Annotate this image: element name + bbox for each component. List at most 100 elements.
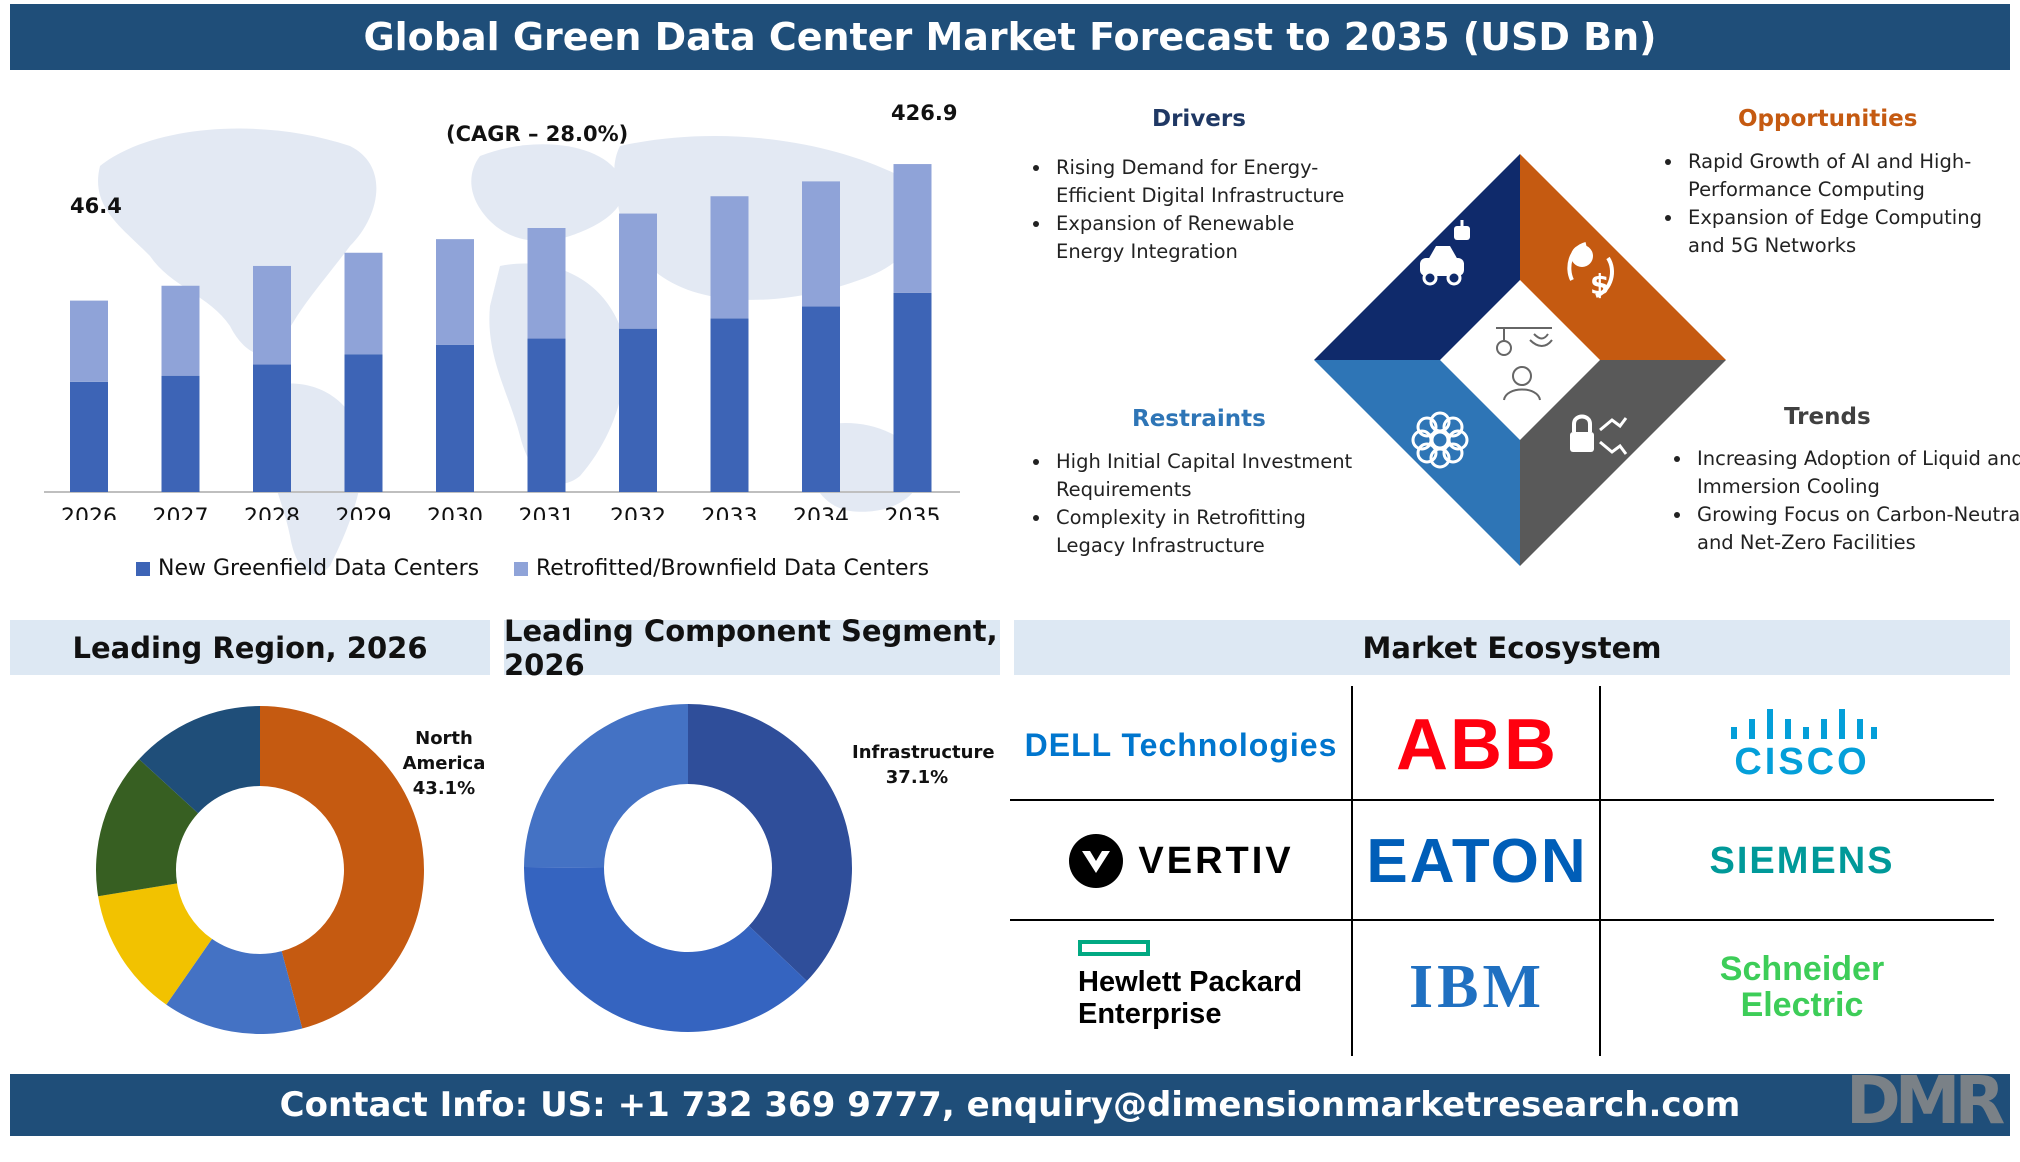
car-robot-icon <box>1420 220 1470 286</box>
legend-swatch-dark <box>136 562 150 576</box>
trends-item: Growing Focus on Carbon-Neutral and Net-… <box>1693 501 2020 557</box>
title-banner: Global Green Data Center Market Forecast… <box>10 4 2010 70</box>
drivers-quadrant <box>1314 154 1520 360</box>
region-section-header: Leading Region, 2026 <box>10 620 490 675</box>
donut-slice <box>98 883 212 1005</box>
restraints-item: High Initial Capital Investment Requirem… <box>1052 448 1372 504</box>
hpe-logo: Hewlett Packard Enterprise <box>1078 940 1348 1050</box>
abb-logo: ABB <box>1354 690 1600 800</box>
x-tick-label: 2026 <box>61 505 117 520</box>
schneider-logo-text: Schneider Electric <box>1719 950 1885 1024</box>
opportunities-list: Rapid Growth of AI and High-Performance … <box>1654 148 2020 260</box>
donut-slice <box>524 704 688 868</box>
cagr-label: (CAGR – 28.0%) <box>446 122 629 146</box>
bar-segment-retrofitted <box>619 213 657 329</box>
cisco-logo-text: CISCO <box>1734 740 1870 783</box>
bar-segment-new-greenfield <box>527 338 566 492</box>
idea-money-cycle-icon: $ <box>1567 242 1614 301</box>
x-tick-label: 2030 <box>427 505 483 520</box>
eaton-logo: EATON <box>1354 802 1600 920</box>
donut-slice <box>139 706 260 814</box>
donut-slice <box>524 866 807 1032</box>
restraints-list: High Initial Capital Investment Requirem… <box>1022 448 1372 560</box>
vertiv-logo: VERTIV <box>1010 802 1352 920</box>
person-idea-icon <box>1496 327 1553 401</box>
bar-segment-retrofitted <box>802 181 840 307</box>
siemens-logo: SIEMENS <box>1602 802 2002 920</box>
ibm-logo: IBM <box>1354 922 1600 1052</box>
legend-new-greenfield: New Greenfield Data Centers <box>136 556 479 581</box>
bar-segment-retrofitted <box>344 252 383 355</box>
dmr-logo-text: DMR <box>1846 1062 2005 1139</box>
x-tick-labels: 2026 2027 2028 2029 2030 2031 2032 2033 2034 2035 <box>61 505 941 520</box>
opportunities-item: Expansion of Edge Computing and 5G Netwo… <box>1684 204 2020 260</box>
donut-slice <box>688 704 852 982</box>
cisco-logo: CISCO <box>1602 690 2002 800</box>
vertiv-logo-text: VERTIV <box>1138 839 1294 882</box>
region-donut-label: North America 43.1% <box>396 726 492 801</box>
bar-segment-new-greenfield <box>802 306 840 492</box>
center-diamond <box>1440 280 1600 440</box>
hpe-logo-text: Hewlett Packard Enterprise <box>1078 966 1303 1030</box>
x-tick-label: 2034 <box>793 505 849 520</box>
drivers-item: Expansion of Renewable Energy Integratio… <box>1052 210 1352 266</box>
trends-item: Increasing Adoption of Liquid and Immers… <box>1693 445 2020 501</box>
contact-info: Contact Info: US: +1 732 369 9777, enqui… <box>279 1085 1741 1125</box>
opportunities-title: Opportunities <box>1738 106 1918 132</box>
dell-logo-text: DELL Technologies <box>1024 726 1338 763</box>
drivers-item: Rising Demand for Energy-Efficient Digit… <box>1052 154 1352 210</box>
svg-text:$: $ <box>1590 268 1609 301</box>
restraints-quadrant <box>1314 360 1520 566</box>
bar-segment-retrofitted <box>70 300 108 382</box>
bar-segment-retrofitted <box>253 265 291 365</box>
bar-segment-new-greenfield <box>253 364 291 492</box>
region-section-title: Leading Region, 2026 <box>72 630 428 665</box>
component-section-title: Leading Component Segment, 2026 <box>504 613 998 682</box>
contact-banner: Contact Info: US: +1 732 369 9777, enqui… <box>10 1074 2010 1136</box>
region-label-line2: America <box>402 753 486 774</box>
hpe-rectangle-icon <box>1078 940 1150 956</box>
bar-segment-retrofitted <box>436 239 474 345</box>
page-title: Global Green Data Center Market Forecast… <box>363 15 1657 59</box>
drivers-list: Rising Demand for Energy-Efficient Digit… <box>1022 154 1352 266</box>
trends-quadrant <box>1520 360 1726 566</box>
x-tick-label: 2029 <box>336 505 392 520</box>
siemens-logo-text: SIEMENS <box>1709 839 1895 882</box>
ecosystem-section-header: Market Ecosystem <box>1014 620 2010 675</box>
legend-retrofitted: Retrofitted/Brownfield Data Centers <box>514 556 929 581</box>
vertiv-mark-icon <box>1069 834 1124 888</box>
component-label-line1: Infrastructure <box>852 742 995 763</box>
bar-segment-new-greenfield <box>619 328 657 492</box>
ecosystem-grid <box>1010 686 1994 1056</box>
legend-new-label: New Greenfield Data Centers <box>158 556 480 581</box>
bar-segment-new-greenfield <box>70 381 108 492</box>
trends-title: Trends <box>1784 404 1871 430</box>
schneider-electric-logo: Schneider Electric <box>1602 922 2002 1052</box>
bar-segment-new-greenfield <box>893 292 932 492</box>
dell-technologies-logo: DELL Technologies <box>1010 690 1352 800</box>
bar-segment-retrofitted <box>527 228 566 339</box>
x-tick-label: 2027 <box>153 505 209 520</box>
world-map-background <box>98 128 922 575</box>
last-value-label: 426.9 <box>891 101 958 125</box>
bar-segment-new-greenfield <box>161 375 200 492</box>
trends-list: Increasing Adoption of Liquid and Immers… <box>1663 445 2020 557</box>
bar-segment-retrofitted <box>893 164 932 293</box>
lock-trend-icon <box>1570 414 1628 455</box>
bar-segment-retrofitted <box>161 285 200 376</box>
eaton-logo-text: EATON <box>1366 826 1588 896</box>
x-tick-label: 2035 <box>885 505 941 520</box>
bar-segment-new-greenfield <box>710 318 749 492</box>
ibm-logo-text: IBM <box>1409 952 1545 1021</box>
cisco-bars-icon <box>1731 708 1877 739</box>
component-donut-chart <box>524 704 852 1032</box>
bar-segment-retrofitted <box>710 196 749 319</box>
gear-icon <box>1411 411 1469 469</box>
donut-slice <box>260 706 424 1029</box>
donut-slice <box>166 938 303 1034</box>
component-section-header: Leading Component Segment, 2026 <box>504 614 1000 682</box>
drivers-title: Drivers <box>1152 106 1246 132</box>
region-donut-chart <box>96 706 424 1034</box>
ecosystem-section-title: Market Ecosystem <box>1362 630 1662 665</box>
legend-retro-label: Retrofitted/Brownfield Data Centers <box>536 556 930 581</box>
